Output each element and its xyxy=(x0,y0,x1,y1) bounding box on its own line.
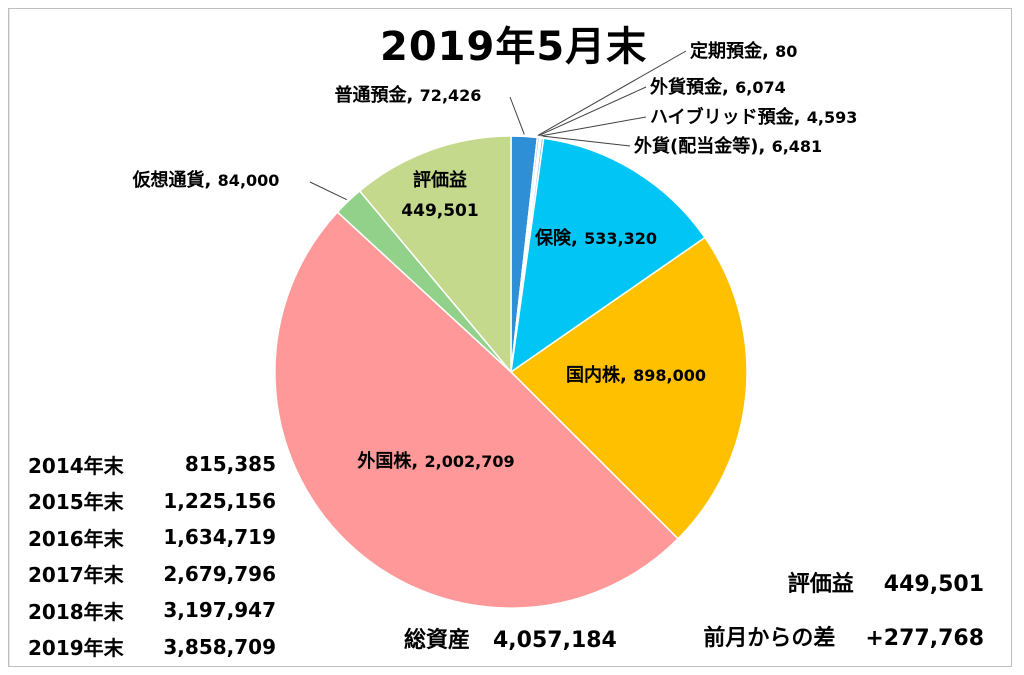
history-row: 2015年末 1,225,156 xyxy=(28,483,276,520)
history-value: 3,197,947 xyxy=(163,598,276,623)
history-year: 2017年末 xyxy=(28,563,124,588)
pie-slice xyxy=(358,135,512,375)
slice-label: 外国株, 2,002,709 xyxy=(357,450,514,472)
history-row: 2014年末 815,385 xyxy=(28,446,276,483)
slice-labels: 普通預金, 72,426 定期預金, 80 外貨預金, 6,074 ハイブリッド預金,… xyxy=(132,40,858,472)
diff-value: +277,768 xyxy=(865,626,984,651)
leader-line xyxy=(538,86,647,137)
history-year: 2019年末 xyxy=(28,636,124,661)
history-row: 2019年末 3,858,709 xyxy=(28,629,276,666)
slice-label: 普通預金, 72,426 xyxy=(335,84,482,106)
slice-label: 外貨預金, 6,074 xyxy=(650,76,786,98)
history-row: 2016年末 1,634,719 xyxy=(28,519,276,556)
history-value: 815,385 xyxy=(184,452,276,477)
leader-line xyxy=(540,116,647,137)
total-value: 4,057,184 xyxy=(493,628,617,653)
slice-label: 仮想通貨, 84,000 xyxy=(132,169,280,191)
leader-lines xyxy=(309,50,687,201)
pie-slice xyxy=(274,211,680,609)
pie-slice xyxy=(509,236,748,540)
history-table: 2014年末 815,385 2015年末 1,225,156 2016年末 1,63… xyxy=(28,446,276,665)
pie-slices xyxy=(274,135,748,609)
history-year: 2018年末 xyxy=(28,599,124,624)
history-value: 1,634,719 xyxy=(163,525,276,550)
history-value: 2,679,796 xyxy=(163,561,276,586)
leader-line xyxy=(509,96,525,135)
gain-label: 評価益 xyxy=(787,572,854,597)
history-value: 3,858,709 xyxy=(163,634,276,659)
slice-label: 評価益 449,501 xyxy=(401,169,478,221)
diff-label: 前月からの差 xyxy=(703,626,836,651)
gain-value: 449,501 xyxy=(883,572,984,597)
history-value: 1,225,156 xyxy=(163,488,276,513)
diff-summary: 前月からの差 +277,768 xyxy=(703,620,984,652)
slice-label: ハイブリッド預金, 4,593 xyxy=(650,106,857,128)
gain-summary: 評価益 449,501 xyxy=(788,566,984,598)
history-year: 2015年末 xyxy=(28,490,124,515)
history-row: 2018年末 3,197,947 xyxy=(28,592,276,629)
chart-title: 2019年5月末 xyxy=(380,24,648,70)
leader-line xyxy=(309,181,348,201)
history-year: 2014年末 xyxy=(28,453,124,478)
leader-line xyxy=(537,50,687,136)
slice-label: 国内株, 898,000 xyxy=(566,364,706,386)
history-year: 2016年末 xyxy=(28,526,124,551)
slice-label: 定期預金, 80 xyxy=(690,40,797,62)
total-label: 総資産 xyxy=(404,628,471,653)
leader-line xyxy=(542,135,631,147)
slice-label: 保険, 533,320 xyxy=(534,227,657,249)
slice-label: 外貨(配当金等), 6,481 xyxy=(634,135,822,157)
pie-slice xyxy=(510,137,707,374)
total-assets: 総資産 4,057,184 xyxy=(404,622,617,654)
history-row: 2017年末 2,679,796 xyxy=(28,556,276,593)
